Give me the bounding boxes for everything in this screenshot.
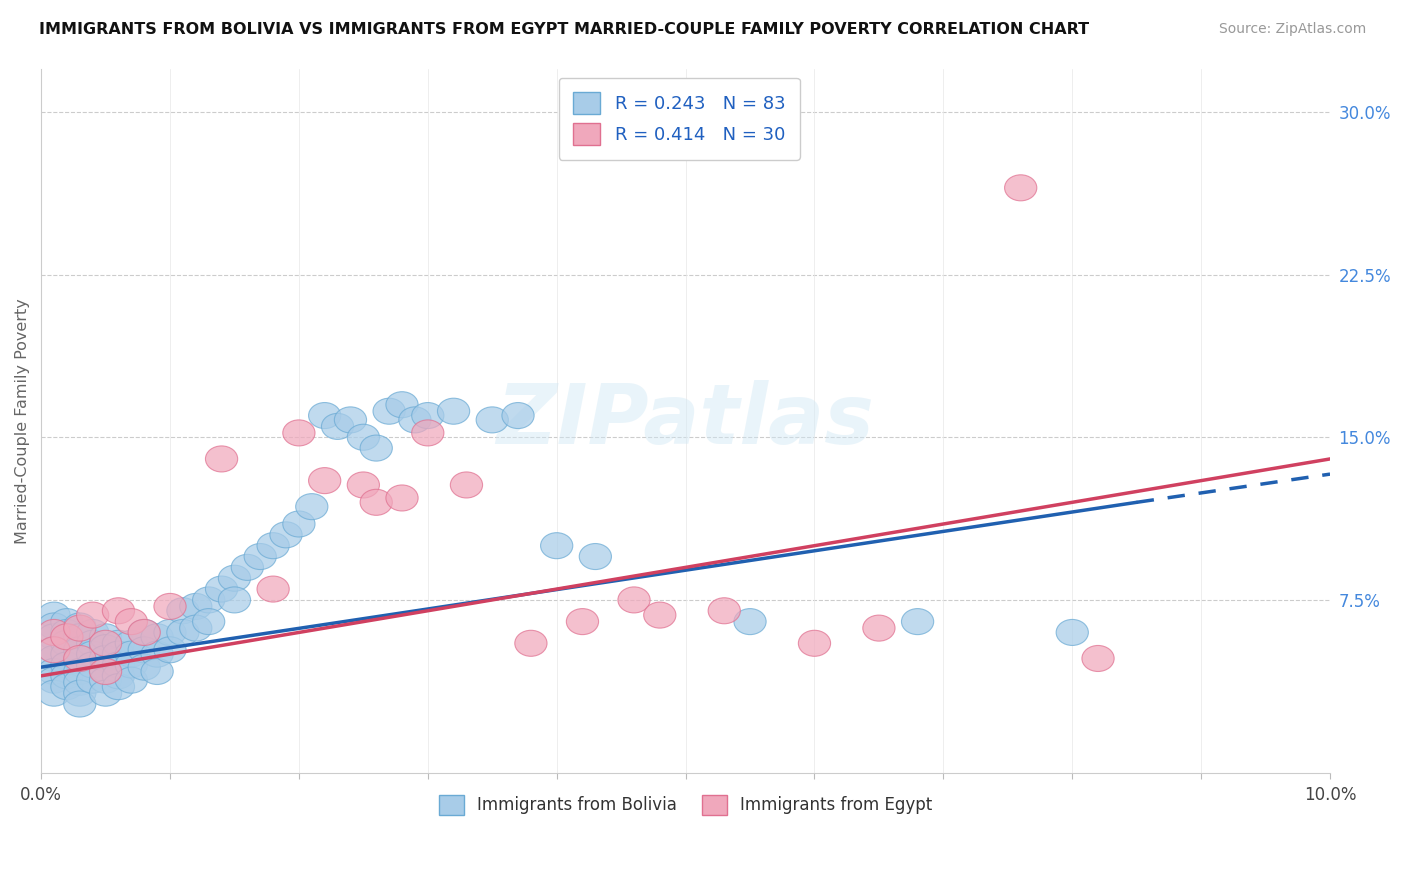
Y-axis label: Married-Couple Family Poverty: Married-Couple Family Poverty xyxy=(15,298,30,544)
Text: Source: ZipAtlas.com: Source: ZipAtlas.com xyxy=(1219,22,1367,37)
Legend: Immigrants from Bolivia, Immigrants from Egypt: Immigrants from Bolivia, Immigrants from… xyxy=(429,785,942,825)
Text: IMMIGRANTS FROM BOLIVIA VS IMMIGRANTS FROM EGYPT MARRIED-COUPLE FAMILY POVERTY C: IMMIGRANTS FROM BOLIVIA VS IMMIGRANTS FR… xyxy=(39,22,1090,37)
Text: ZIPatlas: ZIPatlas xyxy=(496,381,875,461)
